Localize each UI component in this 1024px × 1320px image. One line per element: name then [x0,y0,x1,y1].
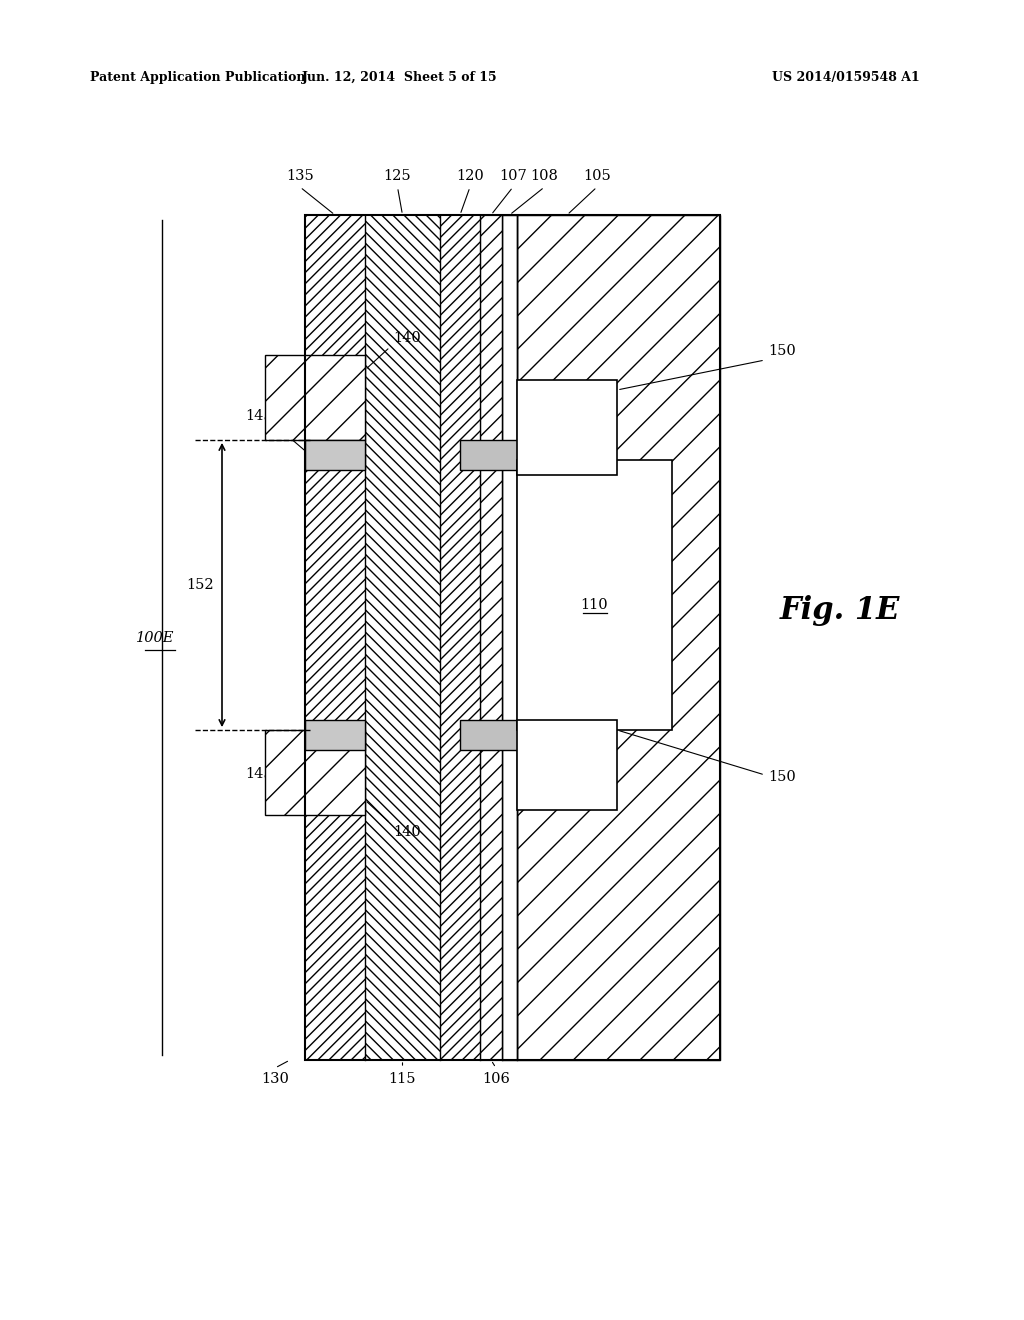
Text: 108: 108 [530,169,558,183]
Text: 107: 107 [499,169,527,183]
Text: 130: 130 [261,1072,289,1086]
Bar [305,215,365,1060]
Text: 120: 120 [456,169,484,183]
Bar [265,730,365,814]
Bar [517,215,720,1060]
Text: 125: 125 [384,169,412,183]
Bar [305,719,365,750]
Bar [305,215,720,1060]
Text: 100E: 100E [136,631,174,644]
Bar [502,215,517,1060]
Bar [460,719,520,750]
Text: 150: 150 [768,770,796,784]
Text: 150: 150 [768,345,796,358]
Text: 145: 145 [246,767,273,781]
Text: Patent Application Publication: Patent Application Publication [90,71,305,84]
Text: Fig. 1E: Fig. 1E [780,594,900,626]
Text: Jun. 12, 2014  Sheet 5 of 15: Jun. 12, 2014 Sheet 5 of 15 [302,71,498,84]
Bar [517,380,617,475]
Text: 140: 140 [393,331,421,345]
Bar [460,440,520,470]
Text: US 2014/0159548 A1: US 2014/0159548 A1 [772,71,920,84]
Text: 135: 135 [286,169,314,183]
Bar [440,215,480,1060]
Text: 110: 110 [581,598,608,612]
Text: 145: 145 [246,409,273,422]
Bar [517,719,617,810]
Text: 105: 105 [583,169,611,183]
Bar [365,215,440,1060]
Text: 115: 115 [389,1072,416,1086]
Text: 152: 152 [186,578,214,591]
Bar [480,215,502,1060]
Bar [517,459,672,730]
Text: 106: 106 [482,1072,510,1086]
Bar [305,440,365,470]
Bar [265,355,365,440]
Text: 140: 140 [393,825,421,840]
